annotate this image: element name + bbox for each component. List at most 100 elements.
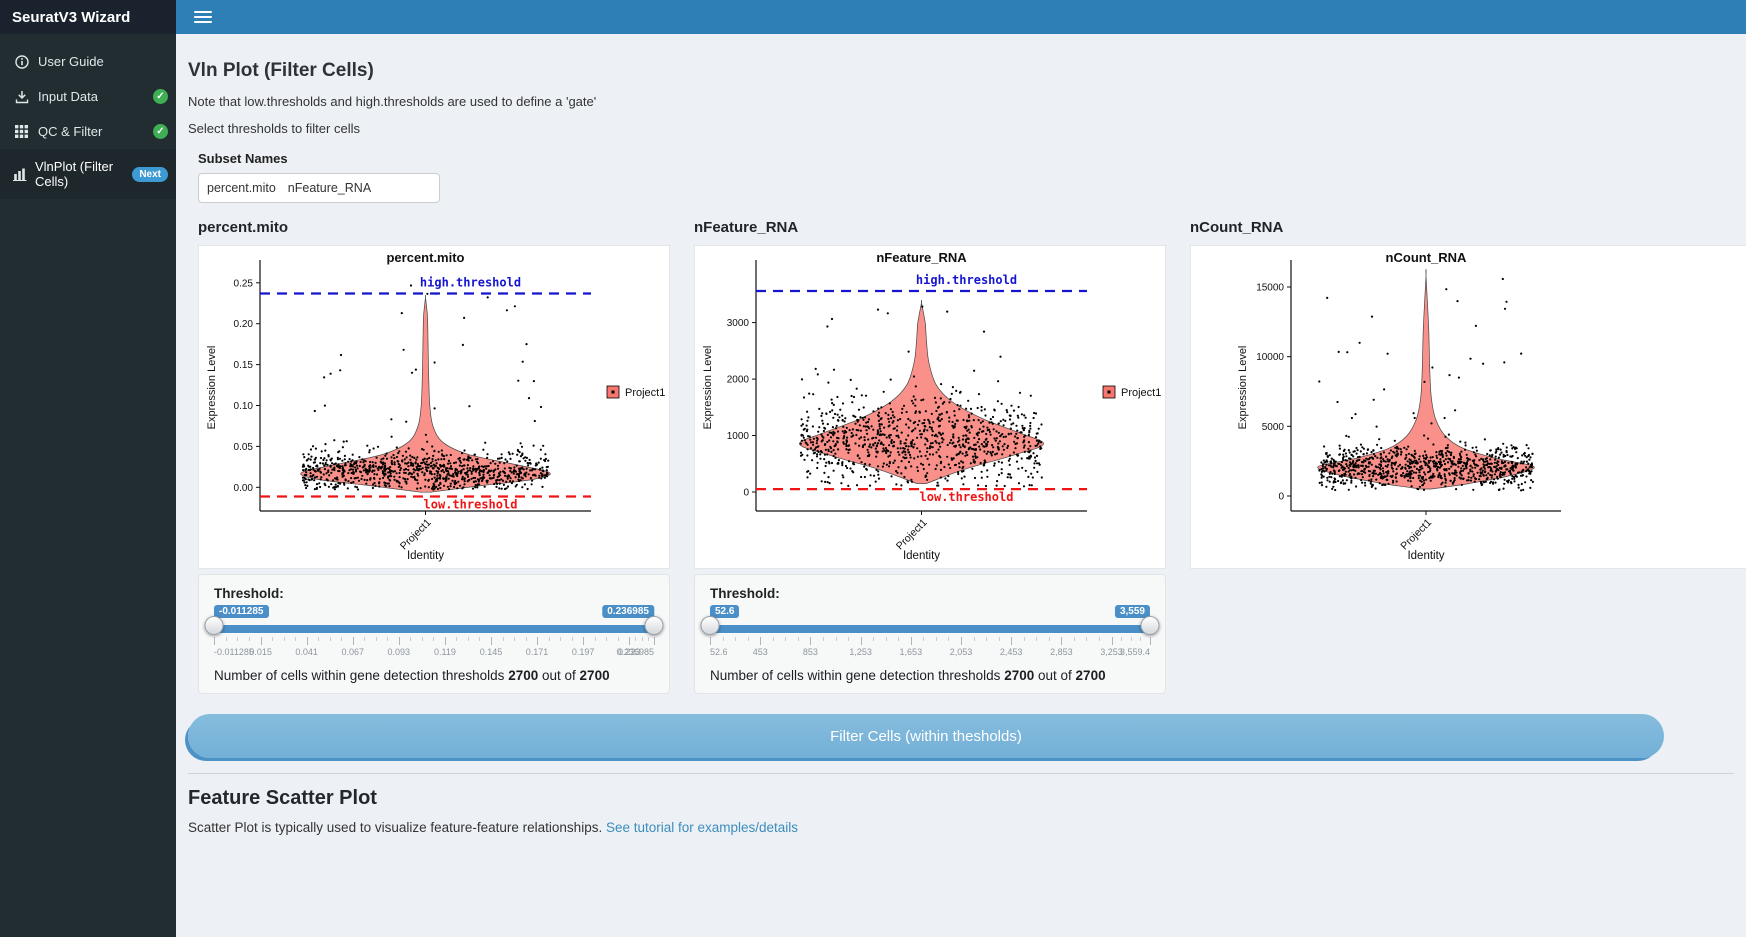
slider-to-value: 0.236985 <box>602 605 654 618</box>
cells-total: 2700 <box>1075 668 1106 683</box>
check-icon: ✓ <box>153 89 168 104</box>
svg-text:0: 0 <box>1278 492 1284 503</box>
svg-text:0.15: 0.15 <box>234 360 254 371</box>
svg-text:Identity: Identity <box>407 550 444 562</box>
slider-to-value: 3,559 <box>1114 605 1150 618</box>
sidebar-item-label: QC & Filter <box>38 124 103 139</box>
column-heading: nFeature_RNA <box>694 219 799 236</box>
svg-text:Identity: Identity <box>1407 550 1444 562</box>
threshold-range-slider[interactable]: -0.011285 0.236985 -0.011285 0.015 0.041 0.06… <box>204 605 664 663</box>
slider-selected-bar[interactable] <box>710 625 1150 633</box>
subset-names-group: Subset Names percent.mito nFeature_RNA <box>198 151 1734 203</box>
import-icon <box>13 90 30 104</box>
filter-cells-button[interactable]: Filter Cells (within thesholds) <box>188 714 1664 758</box>
svg-text:1000: 1000 <box>727 431 750 442</box>
svg-text:low.threshold: low.threshold <box>424 498 518 512</box>
svg-text:Identity: Identity <box>903 550 940 562</box>
sidebar-item-label: User Guide <box>38 54 104 69</box>
threshold-range-slider[interactable]: 52.6 3,559 52.6 453 853 1,253 1,653 2,053 2,453 2… <box>700 605 1160 663</box>
violin-plot-card: nCount_RNA Expression Level 0 5000 10000 1500… <box>1190 245 1746 569</box>
section-divider <box>188 773 1734 774</box>
svg-text:0: 0 <box>743 488 749 499</box>
cells-total: 2700 <box>579 668 610 683</box>
svg-text:0.25: 0.25 <box>234 278 254 289</box>
page-title: Vln Plot (Filter Cells) <box>188 60 374 81</box>
svg-text:low.threshold: low.threshold <box>920 490 1014 504</box>
slider-from-value: -0.011285 <box>214 605 269 618</box>
scatter-description: Scatter Plot is typically used to visual… <box>188 820 606 835</box>
page-subtitle: Note that low.thresholds and high.thresh… <box>188 94 597 109</box>
subset-names-input[interactable]: percent.mito nFeature_RNA <box>198 173 440 203</box>
cells-count-text: Number of cells within gene detection th… <box>214 668 654 683</box>
cells-middle: out of <box>542 668 576 683</box>
svg-text:15000: 15000 <box>1256 283 1284 294</box>
plots-row: percent.mito percent.mito Expression Leve… <box>198 219 1746 694</box>
sidebar-item-qc-filter[interactable]: QC & Filter ✓ <box>0 114 176 149</box>
feature-scatter-text: Scatter Plot is typically used to visual… <box>188 820 1734 835</box>
column-heading: percent.mito <box>198 219 289 236</box>
cells-count-text: Number of cells within gene detection th… <box>710 668 1150 683</box>
svg-text:nFeature_RNA: nFeature_RNA <box>876 250 967 265</box>
slider-from-handle[interactable] <box>204 616 224 635</box>
svg-text:0.00: 0.00 <box>234 483 254 494</box>
cells-prefix: Number of cells within gene detection th… <box>710 668 1001 683</box>
sidebar: User Guide Input Data ✓ QC & Filter ✓ Vl… <box>0 34 176 937</box>
svg-text:0.20: 0.20 <box>234 319 254 330</box>
top-bar: SeuratV3 Wizard <box>0 0 1746 34</box>
column-ncount-rna: nCount_RNA nCount_RNA Expression Level 0 50… <box>1190 219 1746 694</box>
sidebar-item-user-guide[interactable]: User Guide <box>0 44 176 79</box>
subset-token[interactable]: nFeature_RNA <box>287 181 372 195</box>
grid-icon <box>13 125 30 138</box>
svg-text:high.threshold: high.threshold <box>420 276 521 290</box>
threshold-panel: Threshold: -0.011285 0.236985 -0.011285 0.0… <box>198 574 670 694</box>
violin-plot-nfeature-rna: nFeature_RNA Expression Level 0 1000 2000 300… <box>695 246 1165 568</box>
column-percent-mito: percent.mito percent.mito Expression Leve… <box>198 219 670 694</box>
svg-text:high.threshold: high.threshold <box>916 273 1017 287</box>
threshold-panel: Threshold: 52.6 3,559 52.6 453 853 1,253 1,653… <box>694 574 1166 694</box>
svg-text:0.05: 0.05 <box>234 442 254 453</box>
tutorial-link[interactable]: See tutorial for examples/details <box>605 820 799 835</box>
svg-text:3000: 3000 <box>727 318 750 329</box>
hamburger-icon <box>194 11 212 23</box>
next-badge: Next <box>132 166 168 182</box>
sidebar-item-label: Input Data <box>38 89 98 104</box>
svg-text:nCount_RNA: nCount_RNA <box>1386 250 1467 265</box>
sidebar-item-label: VlnPlot (Filter Cells) <box>35 159 114 189</box>
cells-value: 2700 <box>1004 668 1035 683</box>
app-title[interactable]: SeuratV3 Wizard <box>0 0 176 34</box>
feature-scatter-title: Feature Scatter Plot <box>188 787 377 809</box>
column-heading: nCount_RNA <box>1190 219 1284 236</box>
chart-icon <box>13 168 27 181</box>
column-nfeature-rna: nFeature_RNA nFeature_RNA Expression Leve… <box>694 219 1166 694</box>
page-instruction: Select thresholds to filter cells <box>188 121 360 136</box>
cells-value: 2700 <box>508 668 539 683</box>
svg-text:2000: 2000 <box>727 375 750 386</box>
navbar <box>176 0 1746 34</box>
slider-from-handle[interactable] <box>700 616 720 635</box>
slider-grid: -0.011285 0.015 0.041 0.067 0.093 0.119 0.145 0… <box>214 637 655 661</box>
slider-to-handle[interactable] <box>644 616 664 635</box>
threshold-label: Threshold: <box>214 586 284 601</box>
svg-text:0.10: 0.10 <box>234 401 254 412</box>
violin-plot-card: nFeature_RNA Expression Level 0 1000 2000 300… <box>694 245 1166 569</box>
svg-text:Project1: Project1 <box>1121 387 1161 399</box>
svg-text:Expression Level: Expression Level <box>702 346 714 430</box>
svg-text:Expression Level: Expression Level <box>1237 346 1249 430</box>
violin-plot-ncount-rna: nCount_RNA Expression Level 0 5000 10000 1500… <box>1191 246 1746 568</box>
subset-token[interactable]: percent.mito <box>207 181 276 195</box>
slider-to-handle[interactable] <box>1140 616 1160 635</box>
sidebar-item-vlnplot[interactable]: VlnPlot (Filter Cells) Next <box>0 149 176 199</box>
sidebar-toggle-button[interactable] <box>194 10 212 24</box>
main-content: Vln Plot (Filter Cells) Note that low.th… <box>176 34 1746 937</box>
slider-selected-bar[interactable] <box>214 625 654 633</box>
svg-text:Project1: Project1 <box>625 387 665 399</box>
check-icon: ✓ <box>153 124 168 139</box>
cells-prefix: Number of cells within gene detection th… <box>214 668 505 683</box>
sidebar-item-input-data[interactable]: Input Data ✓ <box>0 79 176 114</box>
subset-names-label: Subset Names <box>198 151 288 166</box>
violin-plot-card: percent.mito Expression Level 0.00 0.05 0.10… <box>198 245 670 569</box>
svg-text:Expression Level: Expression Level <box>206 346 218 430</box>
threshold-label: Threshold: <box>710 586 780 601</box>
svg-text:10000: 10000 <box>1256 352 1284 363</box>
